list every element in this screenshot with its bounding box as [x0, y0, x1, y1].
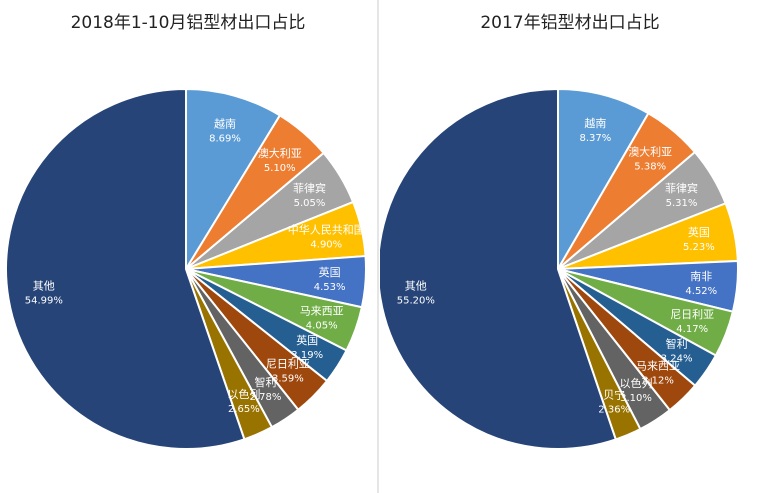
slice-label: 马来西亚: [636, 360, 680, 373]
slice-label: 其他: [33, 279, 55, 292]
slice-label: 越南: [214, 116, 236, 130]
slice-value-label: 54.99%: [25, 295, 63, 306]
slice-value-label: 2.78%: [250, 392, 282, 403]
slice-label: 其他: [405, 279, 427, 292]
pie-plot-area-2018: 越南 8.69% 澳大利亚 5.10% 菲律宾 5.05% 中华人民共和国 4.90% 英国 4.…: [5, 87, 367, 450]
pie-slice: [557, 87, 650, 273]
slice-value-label: 8.69%: [209, 133, 241, 144]
slice-label: 英国: [688, 225, 710, 239]
slice-value-label: 4.05%: [306, 320, 338, 331]
slice-label: 澳大利亚: [258, 146, 302, 160]
slice-label: 以色列: [620, 376, 653, 390]
slice-value-label: 8.37%: [580, 133, 612, 144]
slice-value-label: 5.10%: [264, 163, 296, 174]
chart-title: 2017年铝型材出口占比: [480, 13, 660, 33]
slice-value-label: 55.20%: [397, 295, 435, 306]
slice-label: 英国: [319, 265, 341, 279]
pie-chart-2018: 2018年1-10月铝型材出口占比 越南 8.69% 澳大利亚 5.10% 菲律宾 5.0…: [0, 0, 376, 493]
slice-value-label: 5.23%: [683, 242, 715, 253]
slice-value-label: 3.10%: [620, 393, 652, 404]
slice-label: 以色列: [227, 387, 260, 401]
slice-value-label: 4.90%: [310, 240, 342, 251]
slice-label: 马来西亚: [300, 304, 344, 317]
slice-label: 中华人民共和国: [288, 223, 365, 237]
slice-value-label: 3.12%: [642, 376, 674, 387]
pie-slice: [380, 87, 618, 450]
slice-label: 菲律宾: [293, 181, 326, 195]
slice-value-label: 4.52%: [685, 286, 717, 297]
slice-label: 智利: [255, 375, 277, 389]
slice-value-label: 5.31%: [666, 198, 698, 209]
slice-value-label: 4.53%: [314, 282, 346, 293]
slice-value-label: 2.65%: [228, 404, 260, 415]
slice-value-label: 5.38%: [634, 161, 666, 172]
slice-value-label: 3.19%: [291, 350, 323, 361]
pie-slice: [185, 87, 282, 273]
slice-label: 英国: [296, 333, 318, 347]
slice-label: 南非: [690, 270, 712, 283]
slice-label: 智利: [666, 337, 688, 351]
slice-label: 澳大利亚: [628, 144, 672, 158]
slice-value-label: 4.17%: [676, 324, 708, 335]
slice-label: 尼日利亚: [670, 308, 714, 321]
pie-slice: [5, 87, 246, 450]
slice-label: 菲律宾: [665, 181, 698, 195]
slice-value-label: 3.24%: [661, 354, 693, 365]
slice-label: 贝宁: [603, 388, 625, 402]
pie-chart-2017: 2017年铝型材出口占比 越南 8.37% 澳大利亚 5.38% 菲律宾 5.31% 英国 5…: [380, 0, 760, 493]
slice-value-label: 2.36%: [598, 405, 630, 416]
panel-divider: [377, 0, 379, 493]
slice-label: 尼日利亚: [266, 358, 310, 371]
chart-title: 2018年1-10月铝型材出口占比: [70, 13, 306, 33]
slice-value-label: 5.05%: [294, 198, 326, 209]
slice-value-label: 3.59%: [272, 374, 304, 385]
slice-label: 越南: [584, 116, 606, 130]
pie-plot-area-2017: 越南 8.37% 澳大利亚 5.38% 菲律宾 5.31% 英国 5.23% 南非 4.52% 尼日…: [380, 87, 739, 450]
